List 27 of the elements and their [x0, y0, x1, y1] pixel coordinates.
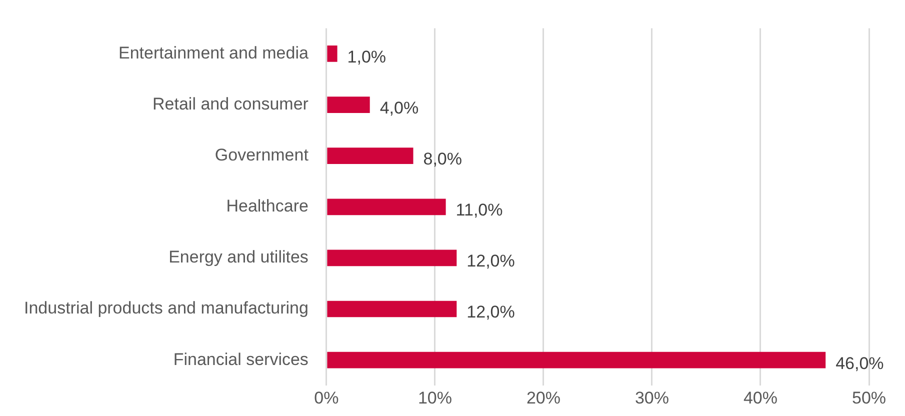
- bar: [327, 96, 370, 113]
- x-tick-label: 40%: [743, 388, 778, 408]
- x-tick-label: 10%: [418, 388, 452, 408]
- bar: [327, 46, 338, 62]
- y-tick-label: Entertainment and media: [118, 43, 309, 62]
- bar: [327, 352, 826, 368]
- data-label: 12,0%: [466, 252, 515, 271]
- data-label: 8,0%: [423, 150, 462, 169]
- x-tick-label: 0%: [314, 388, 339, 408]
- x-tick-label: 30%: [634, 388, 669, 408]
- y-tick-label: Government: [214, 146, 309, 165]
- y-tick-label: Healthcare: [226, 196, 308, 216]
- data-label: 46,0%: [836, 354, 884, 373]
- y-tick-label: Retail and consumer: [152, 94, 309, 114]
- x-tick-label: 50%: [852, 388, 886, 408]
- data-label: 1,0%: [347, 47, 386, 66]
- y-tick-label: Financial services: [173, 350, 308, 369]
- bar: [327, 148, 414, 164]
- bar: [327, 300, 457, 318]
- bar: [327, 250, 457, 266]
- data-label: 4,0%: [380, 98, 419, 118]
- data-label: 11,0%: [456, 200, 503, 220]
- data-label: 12,0%: [466, 302, 515, 322]
- y-tick-label: Energy and utilites: [168, 248, 308, 267]
- x-tick-label: 20%: [526, 388, 560, 408]
- bar: [327, 198, 446, 216]
- y-tick-label: Industrial products and manufacturing: [24, 298, 308, 318]
